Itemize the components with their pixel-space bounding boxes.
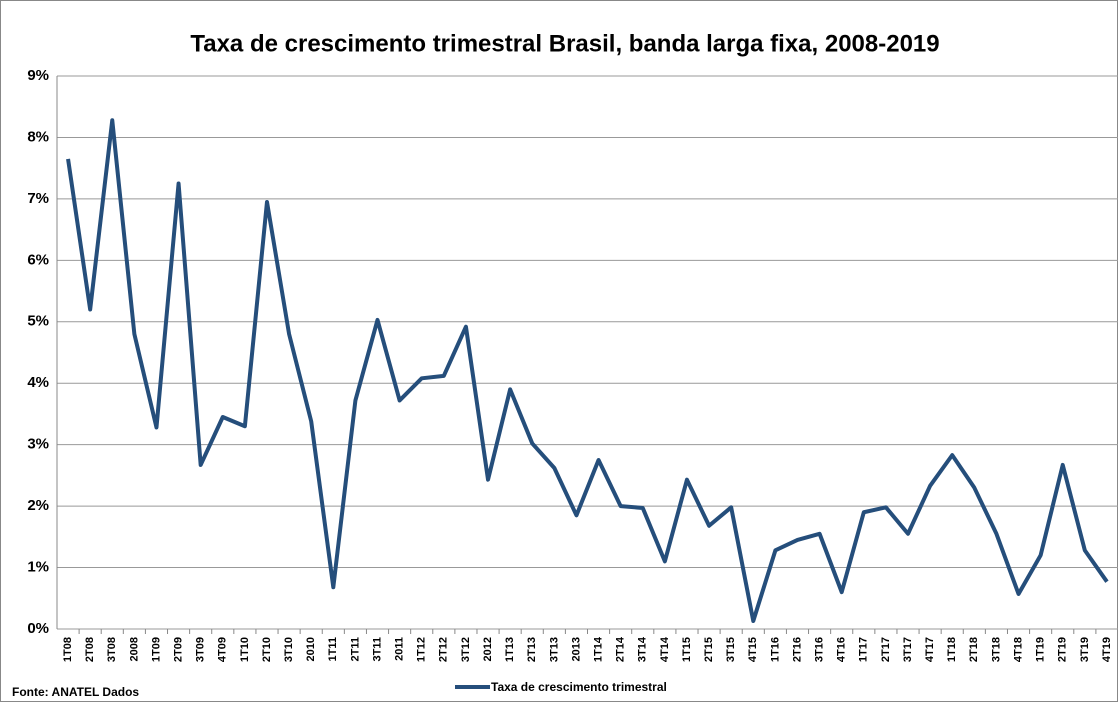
- x-tick-label: 3T11: [371, 637, 383, 661]
- x-tick-label: 1T18: [946, 637, 958, 662]
- x-tick-label: 2011: [394, 637, 406, 661]
- x-tick-label: 3T13: [548, 637, 560, 662]
- source-note: Fonte: ANATEL Dados: [12, 685, 139, 699]
- y-tick-label: 7%: [27, 190, 49, 207]
- x-tick-label: 2T12: [438, 637, 450, 662]
- x-tick-label: 2013: [570, 637, 582, 661]
- x-tick-label: 1T11: [327, 637, 339, 661]
- x-tick-label: 2T08: [84, 637, 96, 662]
- x-tick-label: 1T17: [858, 637, 870, 662]
- chart-title: Taxa de crescimento trimestral Brasil, b…: [190, 30, 939, 57]
- legend-label: Taxa de crescimento trimestral: [491, 680, 667, 694]
- y-tick-label: 4%: [27, 374, 49, 391]
- x-tick-label: 2T19: [1057, 637, 1069, 662]
- x-tick-label: 3T09: [195, 637, 207, 662]
- x-tick-label: 2010: [305, 637, 317, 661]
- x-tick-label: 2T18: [968, 637, 980, 662]
- x-tick-label: 2008: [128, 637, 140, 661]
- x-tick-label: 3T17: [902, 637, 914, 662]
- x-tick-label: 4T16: [836, 637, 848, 662]
- x-tick-label: 4T17: [924, 637, 936, 662]
- x-tick-label: 4T15: [747, 637, 759, 662]
- x-tick-label: 1T08: [62, 637, 74, 662]
- x-tick-label: 3T10: [283, 637, 295, 662]
- x-tick-label: 1T14: [592, 636, 604, 662]
- x-tick-label: 2T13: [526, 637, 538, 662]
- y-tick-label: 6%: [27, 251, 49, 268]
- x-tick-label: 2T15: [703, 637, 715, 662]
- x-tick-label: 4T14: [659, 636, 671, 662]
- x-tick-label: 1T16: [769, 637, 781, 662]
- y-tick-label: 0%: [27, 620, 49, 637]
- x-tick-label: 1T13: [504, 637, 516, 662]
- x-tick-label: 2T14: [615, 636, 627, 662]
- y-tick-label: 5%: [27, 313, 49, 330]
- x-tick-label: 3T15: [725, 637, 737, 662]
- x-tick-label: 4T09: [217, 637, 229, 662]
- x-tick-label: 1T10: [239, 637, 251, 662]
- y-tick-label: 2%: [27, 497, 49, 514]
- x-tick-label: 2T09: [172, 637, 184, 662]
- x-tick-label: 4T19: [1101, 637, 1113, 662]
- x-tick-label: 3T12: [460, 637, 472, 662]
- x-tick-label: 3T14: [637, 636, 649, 662]
- y-tick-label: 3%: [27, 436, 49, 453]
- x-tick-label: 3T16: [814, 637, 826, 662]
- x-tick-label: 3T18: [990, 637, 1002, 662]
- x-tick-label: 3T08: [106, 637, 118, 662]
- x-tick-label: 2T17: [880, 637, 892, 662]
- x-tick-label: 3T19: [1079, 637, 1091, 662]
- x-tick-label: 2T16: [791, 637, 803, 662]
- x-tick-label: 2T11: [349, 637, 361, 661]
- x-tick-label: 1T12: [416, 637, 428, 662]
- x-tick-label: 1T09: [150, 637, 162, 662]
- x-tick-label: 4T18: [1012, 637, 1024, 662]
- y-tick-label: 1%: [27, 559, 49, 576]
- line-series: [66, 118, 1109, 624]
- x-tick-label: 1T15: [681, 637, 693, 662]
- x-tick-label: 2012: [482, 637, 494, 661]
- y-tick-label: 9%: [27, 67, 49, 84]
- y-tick-label: 8%: [27, 128, 49, 145]
- x-tick-label: 2T10: [261, 637, 273, 662]
- x-tick-label: 1T19: [1035, 637, 1047, 662]
